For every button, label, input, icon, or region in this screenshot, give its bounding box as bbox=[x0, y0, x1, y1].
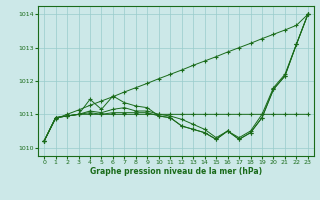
X-axis label: Graphe pression niveau de la mer (hPa): Graphe pression niveau de la mer (hPa) bbox=[90, 167, 262, 176]
